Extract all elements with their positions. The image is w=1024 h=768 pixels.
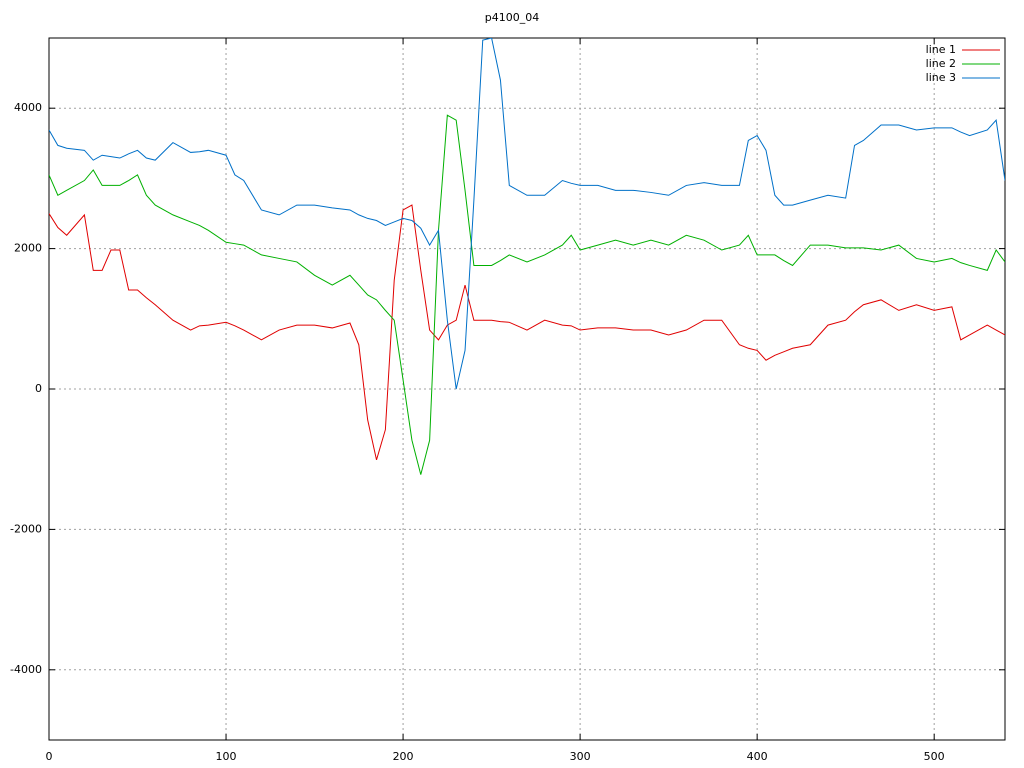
plot-border bbox=[48, 37, 1006, 741]
legend-label: line 3 bbox=[926, 71, 956, 84]
x-tick-label: 200 bbox=[393, 750, 414, 763]
data-line bbox=[49, 114, 1005, 475]
x-tick-label: 0 bbox=[46, 750, 53, 763]
x-tick-label: 300 bbox=[570, 750, 591, 763]
legend-label: line 2 bbox=[926, 57, 956, 70]
legend-label: line 1 bbox=[926, 43, 956, 56]
x-tick-label: 500 bbox=[924, 750, 945, 763]
y-tick-label: 4000 bbox=[14, 101, 42, 114]
data-line bbox=[49, 38, 1005, 390]
y-tick-label: 2000 bbox=[14, 242, 42, 255]
y-tick-label: -2000 bbox=[10, 522, 42, 535]
y-tick-label: 0 bbox=[35, 382, 42, 395]
x-tick-label: 100 bbox=[216, 750, 237, 763]
data-line bbox=[49, 204, 1005, 461]
chart-title: p4100_04 bbox=[485, 11, 539, 24]
x-tick-label: 400 bbox=[747, 750, 768, 763]
y-tick-label: -4000 bbox=[10, 663, 42, 676]
